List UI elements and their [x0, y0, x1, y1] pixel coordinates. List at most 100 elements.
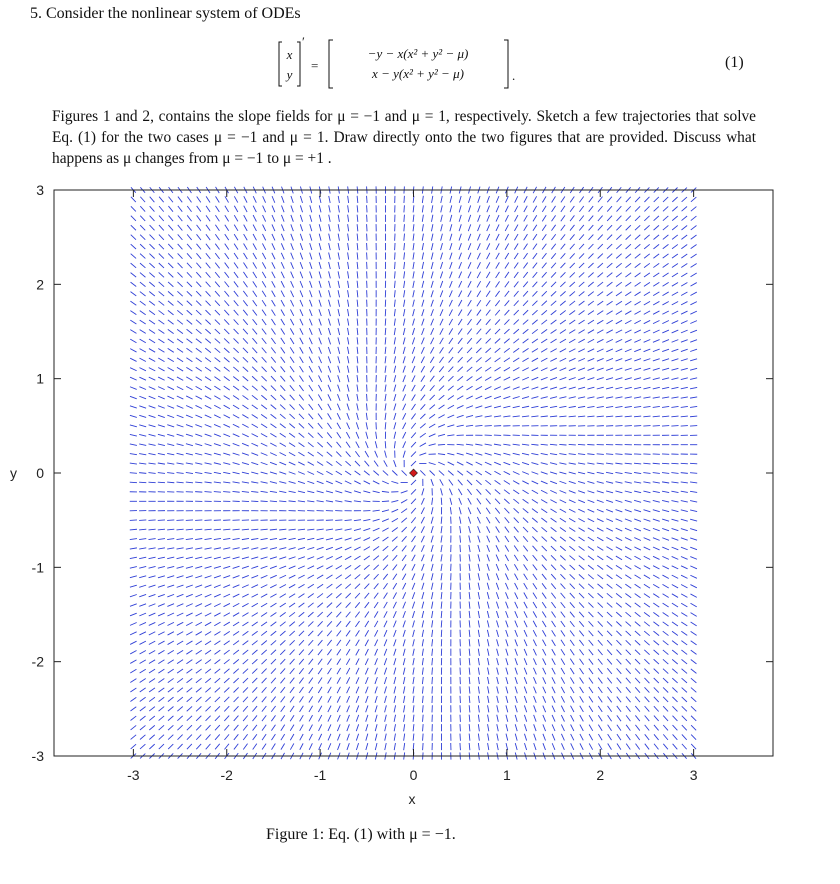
slope-segment [354, 546, 361, 551]
slope-segment [421, 327, 425, 336]
slope-segment [577, 471, 586, 475]
slope-segment [643, 499, 651, 503]
slope-segment [176, 584, 184, 588]
slope-segment [560, 724, 565, 732]
slope-segment [690, 621, 697, 627]
slope-segment [139, 725, 146, 731]
slope-segment [233, 677, 240, 684]
slope-segment [316, 593, 324, 599]
slope-segment [680, 472, 688, 474]
slope-segment [503, 386, 511, 390]
slope-segment [280, 356, 286, 363]
slope-segment [373, 460, 379, 467]
slope-segment [550, 536, 557, 542]
slope-segment [251, 565, 259, 569]
slope-segment [289, 714, 295, 722]
slope-segment [402, 667, 406, 675]
slope-segment [457, 318, 463, 326]
x-tick-label: 0 [410, 767, 418, 783]
slope-segment [496, 610, 500, 619]
slope-segment [383, 676, 387, 685]
slope-segment [661, 415, 670, 418]
slope-segment [662, 253, 669, 259]
slope-segment [680, 396, 688, 399]
slope-segment [393, 658, 397, 666]
slope-segment [671, 272, 679, 278]
slope-segment [307, 432, 314, 439]
slope-segment [139, 424, 147, 428]
slope-segment [551, 714, 556, 722]
slope-segment [260, 547, 268, 550]
slope-segment [260, 537, 268, 541]
slope-segment [625, 705, 631, 712]
slope-segment [431, 214, 434, 222]
slope-segment [542, 658, 547, 666]
slope-segment [335, 555, 343, 560]
slope-segment [605, 481, 614, 484]
slope-segment [615, 509, 623, 513]
slope-segment [233, 205, 239, 213]
slope-segment [176, 593, 184, 598]
slope-segment [167, 300, 174, 306]
slope-segment [587, 592, 594, 599]
slope-segment [356, 280, 359, 288]
slope-segment [195, 481, 203, 484]
slope-segment [381, 518, 389, 522]
slope-segment [195, 290, 202, 297]
slope-segment [531, 348, 539, 353]
slope-segment [316, 490, 324, 494]
slope-segment [167, 338, 174, 344]
x-tick-labels: -3 -2 -1 0 1 2 3 [127, 767, 698, 783]
slope-segment [139, 443, 147, 446]
slope-segment [215, 215, 220, 222]
slope-segment [280, 309, 285, 316]
slope-segment [690, 215, 697, 221]
slope-segment [561, 743, 565, 751]
slope-segment [336, 441, 342, 448]
slope-segment [130, 734, 137, 740]
slope-segment [559, 329, 567, 334]
slope-segment [177, 243, 183, 250]
slope-segment [579, 705, 584, 713]
x-tick-label: 2 [596, 767, 604, 783]
slope-segment [261, 366, 267, 373]
slope-segment [625, 743, 631, 750]
slope-segment [588, 234, 594, 241]
slope-segment [167, 234, 174, 241]
slope-segment [486, 639, 490, 647]
slope-segment [384, 384, 387, 392]
slope-segment [643, 415, 651, 418]
slope-segment [532, 573, 538, 580]
slope-segment [402, 582, 407, 590]
slope-segment [440, 544, 443, 553]
slope-segment [355, 695, 360, 703]
slope-segment [177, 734, 183, 740]
slope-segment [671, 301, 679, 306]
slope-segment [290, 243, 294, 251]
slope-segment [514, 592, 519, 600]
slope-segment [356, 318, 359, 326]
slope-segment [337, 224, 340, 232]
slope-segment [307, 490, 315, 494]
slope-segment [541, 329, 548, 334]
slope-segment [616, 234, 622, 240]
slope-segment [213, 575, 221, 579]
slope-segment [475, 452, 483, 456]
slope-segment [289, 733, 295, 741]
slope-segment [354, 583, 361, 590]
slope-field-segments [129, 186, 698, 760]
slope-segment [356, 365, 359, 373]
slope-segment [438, 414, 445, 419]
slope-segment [299, 280, 304, 288]
slope-segment [579, 667, 584, 675]
slope-segment [616, 215, 622, 222]
slope-segment [431, 620, 434, 628]
slope-segment [186, 338, 193, 344]
slope-segment [364, 583, 370, 590]
slope-segment [653, 677, 660, 684]
slope-segment [252, 328, 258, 335]
slope-segment [540, 480, 548, 485]
slope-segment [356, 384, 359, 392]
slope-segment [466, 356, 473, 363]
slope-segment [373, 470, 380, 476]
